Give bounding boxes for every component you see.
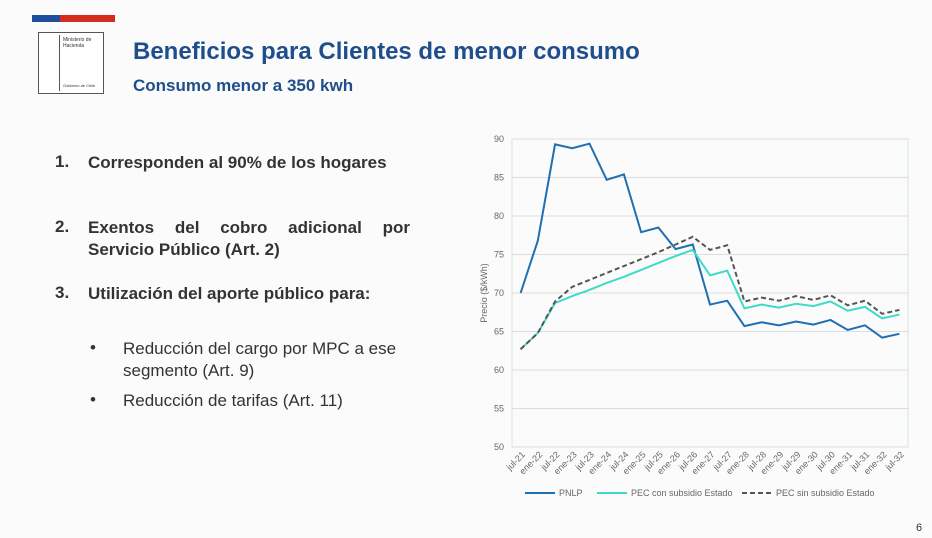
y-tick-label: 50 bbox=[494, 442, 504, 452]
y-tick-label: 60 bbox=[494, 365, 504, 375]
y-tick-label: 90 bbox=[494, 134, 504, 144]
y-tick-label: 70 bbox=[494, 288, 504, 298]
slide: Ministerio de Hacienda Gobierno de Chile… bbox=[0, 0, 932, 538]
y-tick-label: 55 bbox=[494, 404, 504, 414]
legend-label: PEC con subsidio Estado bbox=[631, 488, 733, 498]
page-number: 6 bbox=[916, 522, 922, 534]
y-tick-label: 65 bbox=[494, 327, 504, 337]
y-axis-label: Precio ($/kWh) bbox=[479, 263, 489, 323]
line bbox=[521, 250, 900, 349]
y-tick-label: 75 bbox=[494, 250, 504, 260]
legend-label: PEC sin subsidio Estado bbox=[776, 488, 875, 498]
chart: Precio ($/kWh) 505560657075808590jul-21e… bbox=[0, 0, 932, 538]
y-tick-label: 85 bbox=[494, 173, 504, 183]
y-tick-label: 80 bbox=[494, 211, 504, 221]
x-tick-label: jul-32 bbox=[883, 449, 906, 472]
legend-label: PNLP bbox=[559, 488, 583, 498]
